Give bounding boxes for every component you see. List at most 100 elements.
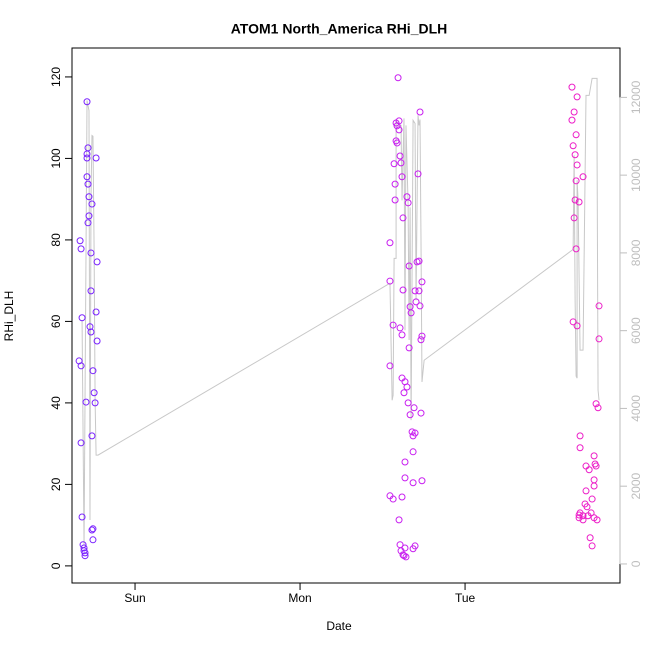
point (85, 212, 93, 220)
point (579, 173, 587, 181)
point (92, 154, 100, 162)
y-tick-label: 20 (49, 477, 63, 491)
point (412, 298, 420, 306)
point (401, 544, 409, 552)
y-tick-label: 100 (49, 148, 63, 168)
point (579, 516, 587, 524)
point (395, 126, 403, 134)
point (568, 116, 576, 124)
point (417, 409, 425, 417)
point (77, 362, 85, 370)
altitude-line (81, 77, 600, 545)
point (398, 493, 406, 501)
y-tick-label: 0 (49, 562, 63, 569)
y2-tick-label: 12000 (629, 80, 643, 114)
y2-tick-label: 6000 (629, 317, 643, 344)
point (573, 161, 581, 169)
y2-tick-label: 8000 (629, 239, 643, 266)
point (572, 131, 580, 139)
point (571, 151, 579, 159)
point (89, 367, 97, 375)
point (590, 482, 598, 490)
point (572, 177, 580, 185)
point (585, 466, 593, 474)
point (418, 278, 426, 286)
point (403, 383, 411, 391)
point (402, 553, 410, 561)
y2-tick-label: 2000 (629, 473, 643, 500)
point (83, 173, 91, 181)
point (87, 328, 95, 336)
point (573, 322, 581, 330)
point (92, 308, 100, 316)
point (398, 173, 406, 181)
point (386, 277, 394, 285)
point (410, 404, 418, 412)
y-tick-label: 120 (49, 67, 63, 87)
point (415, 287, 423, 295)
point (411, 287, 419, 295)
point (405, 262, 413, 270)
point (403, 193, 411, 201)
point (393, 139, 401, 147)
point (416, 302, 424, 310)
point (76, 237, 84, 245)
point (576, 432, 584, 440)
point (572, 245, 580, 253)
point (89, 525, 97, 533)
y-tick-label: 60 (49, 314, 63, 328)
point (586, 534, 594, 542)
point (576, 444, 584, 452)
point (88, 200, 96, 208)
point (409, 545, 417, 553)
point (404, 199, 412, 207)
point (405, 344, 413, 352)
point (407, 309, 415, 317)
point (82, 398, 90, 406)
point (396, 324, 404, 332)
point (80, 544, 88, 552)
point (389, 495, 397, 503)
point (416, 108, 424, 116)
point (575, 198, 583, 206)
point (87, 249, 95, 257)
point (78, 513, 86, 521)
point (395, 117, 403, 125)
point (571, 196, 579, 204)
y-tick-label: 80 (49, 233, 63, 247)
point (406, 411, 414, 419)
point (86, 323, 94, 331)
point (395, 516, 403, 524)
x-axis-label: Date (326, 619, 352, 633)
point (404, 399, 412, 407)
point (570, 108, 578, 116)
point (587, 509, 595, 517)
point (397, 159, 405, 167)
point (390, 160, 398, 168)
point (583, 503, 591, 511)
point (588, 542, 596, 550)
point (84, 180, 92, 188)
point (93, 258, 101, 266)
point (409, 448, 417, 456)
point (398, 331, 406, 339)
point (592, 400, 600, 408)
point (570, 214, 578, 222)
point (88, 526, 96, 534)
point (399, 286, 407, 294)
y2-tick-label: 10000 (629, 158, 643, 192)
point (386, 362, 394, 370)
point (568, 83, 576, 91)
y2-tick-label: 4000 (629, 395, 643, 422)
point (595, 302, 603, 310)
point (389, 321, 397, 329)
point (417, 336, 425, 344)
x-tick-label: Sun (124, 591, 145, 605)
point (84, 144, 92, 152)
point (91, 399, 99, 407)
point (418, 332, 426, 340)
point (588, 495, 596, 503)
point (83, 98, 91, 106)
point (93, 337, 101, 345)
